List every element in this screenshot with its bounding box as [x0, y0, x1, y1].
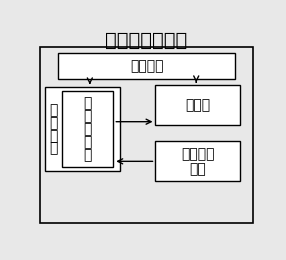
Text: 电源模块: 电源模块 [130, 59, 163, 73]
Text: 图
形
及
通
信: 图 形 及 通 信 [84, 96, 92, 162]
Bar [58, 53, 235, 79]
Text: 处
理
模
块: 处 理 模 块 [49, 103, 57, 156]
Bar [45, 87, 120, 171]
Text: 安全级显示装置: 安全级显示装置 [106, 31, 188, 50]
Bar [156, 141, 240, 181]
Bar [156, 85, 240, 125]
Bar [40, 47, 253, 223]
Bar [62, 91, 113, 167]
Text: 人机输入
设备: 人机输入 设备 [181, 147, 214, 176]
Text: 显示屏: 显示屏 [185, 98, 210, 112]
